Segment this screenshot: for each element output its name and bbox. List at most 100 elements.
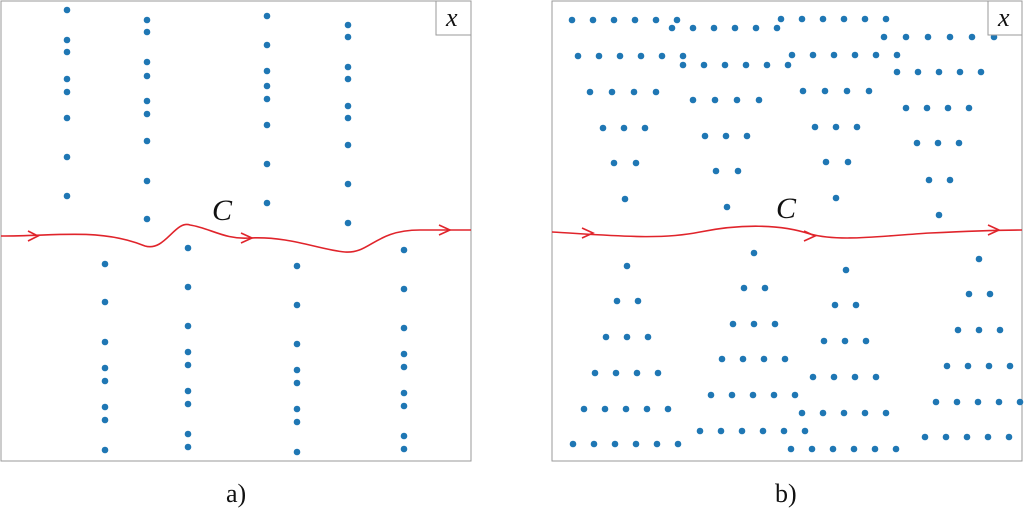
panel-b-dot (630, 88, 638, 96)
panel-b-dot (946, 176, 954, 184)
panel-b-dot (844, 158, 852, 166)
panel-a-dot (143, 110, 151, 118)
panel-b-dot (851, 373, 859, 381)
panel-b-dot (955, 139, 963, 147)
panel-b-dot (586, 88, 594, 96)
panel-a-dot (184, 387, 192, 395)
panel-b-dot (623, 262, 631, 270)
panel-b-dot (821, 87, 829, 95)
panel-a-dot (263, 95, 271, 103)
panel-b-dot (771, 320, 779, 328)
panel-a-dot (143, 58, 151, 66)
panel-a-dot (293, 418, 301, 426)
panel-a-dot (63, 6, 71, 14)
panel-b-dot (761, 284, 769, 292)
panel-a-dot (400, 324, 408, 332)
panel-b-dot (956, 68, 964, 76)
panel-a-dot (344, 63, 352, 71)
panel-b-dot (840, 15, 848, 23)
panel-b-dot (965, 290, 973, 298)
panel-a-dot (293, 379, 301, 387)
panel-a-dot (101, 416, 109, 424)
panel-b-dot (964, 362, 972, 370)
panel-a-dot (344, 102, 352, 110)
panel-b-dot (580, 405, 588, 413)
panel-b-dot (924, 33, 932, 41)
panel-a-dot (293, 448, 301, 456)
panel-b-dot (631, 16, 639, 24)
panel-a-caption: a) (226, 479, 246, 508)
panel-b-dot (923, 104, 931, 112)
panel-b-dot (809, 373, 817, 381)
panel-b-dot (763, 61, 771, 69)
panel-a-dot (263, 199, 271, 207)
panel-b-dot (652, 88, 660, 96)
panel-a-dot (143, 97, 151, 105)
panel-b-dot (755, 96, 763, 104)
panel-b-dot (620, 124, 628, 132)
panel-a-dot (184, 400, 192, 408)
panel-b-caption: b) (775, 479, 797, 508)
panel-a-dot (400, 246, 408, 254)
panel-b-dot (830, 373, 838, 381)
panel-a-dot (263, 160, 271, 168)
panel-b-dot (787, 445, 795, 453)
panel-b-dot (791, 391, 799, 399)
panel-b-dot (975, 255, 983, 263)
panel-b-dot (798, 409, 806, 417)
panel-b-dot (893, 68, 901, 76)
panel-b-curve-label: C (776, 192, 797, 225)
panel-a-dot (63, 88, 71, 96)
panel-b-dot (842, 266, 850, 274)
panel-a-dot (293, 301, 301, 309)
panel-b-dot (808, 445, 816, 453)
panel-a-dot (101, 260, 109, 268)
panel-b-dot (798, 15, 806, 23)
panel-a-corner-box (435, 0, 472, 36)
panel-b-dot (975, 326, 983, 334)
panel-b-dot (781, 355, 789, 363)
panel-a-dot (263, 67, 271, 75)
panel-b-dot (718, 355, 726, 363)
panel-a-dot (184, 283, 192, 291)
panel-a-arrow-3 (438, 224, 452, 236)
panel-a-dot (400, 350, 408, 358)
panel-b-dot (935, 211, 943, 219)
panel-b-dot (664, 405, 672, 413)
panel-a-dot (400, 432, 408, 440)
panel-a-dot (101, 446, 109, 454)
panel-b-dot (760, 355, 768, 363)
panel-b-dot (829, 445, 837, 453)
panel-b-dot (841, 337, 849, 345)
panel-b-dot (750, 249, 758, 257)
panel-b-dot (822, 158, 830, 166)
panel-b-dot (591, 369, 599, 377)
panel-b-dot (954, 326, 962, 334)
panel-a-dot (293, 366, 301, 374)
panel-a-dot (143, 215, 151, 223)
panel-b-dot (963, 433, 971, 441)
panel-b-dot (819, 409, 827, 417)
panel-a-curve (0, 223, 471, 253)
panel-b-dot (696, 427, 704, 435)
panel-a-dot (63, 75, 71, 83)
panel-b-dot (865, 87, 873, 95)
panel-b-dot (832, 123, 840, 131)
panel-b-dot (652, 16, 660, 24)
panel-b-dots (568, 15, 1024, 453)
panel-a-dot (344, 114, 352, 122)
panel-b-dot (780, 427, 788, 435)
panel-b-dot (608, 88, 616, 96)
panel-b-dot (602, 333, 610, 341)
panel-b-dot (633, 369, 641, 377)
panel-b-dot (932, 398, 940, 406)
panel-a-dot (184, 348, 192, 356)
panel-b-arrow-3 (987, 224, 1001, 236)
panel-b-dot (700, 61, 708, 69)
panel-b-dot (995, 398, 1003, 406)
panel-a-dot (101, 403, 109, 411)
panel-b-dot (1005, 433, 1013, 441)
panel-a-dot (184, 244, 192, 252)
panel-a-dot (63, 153, 71, 161)
